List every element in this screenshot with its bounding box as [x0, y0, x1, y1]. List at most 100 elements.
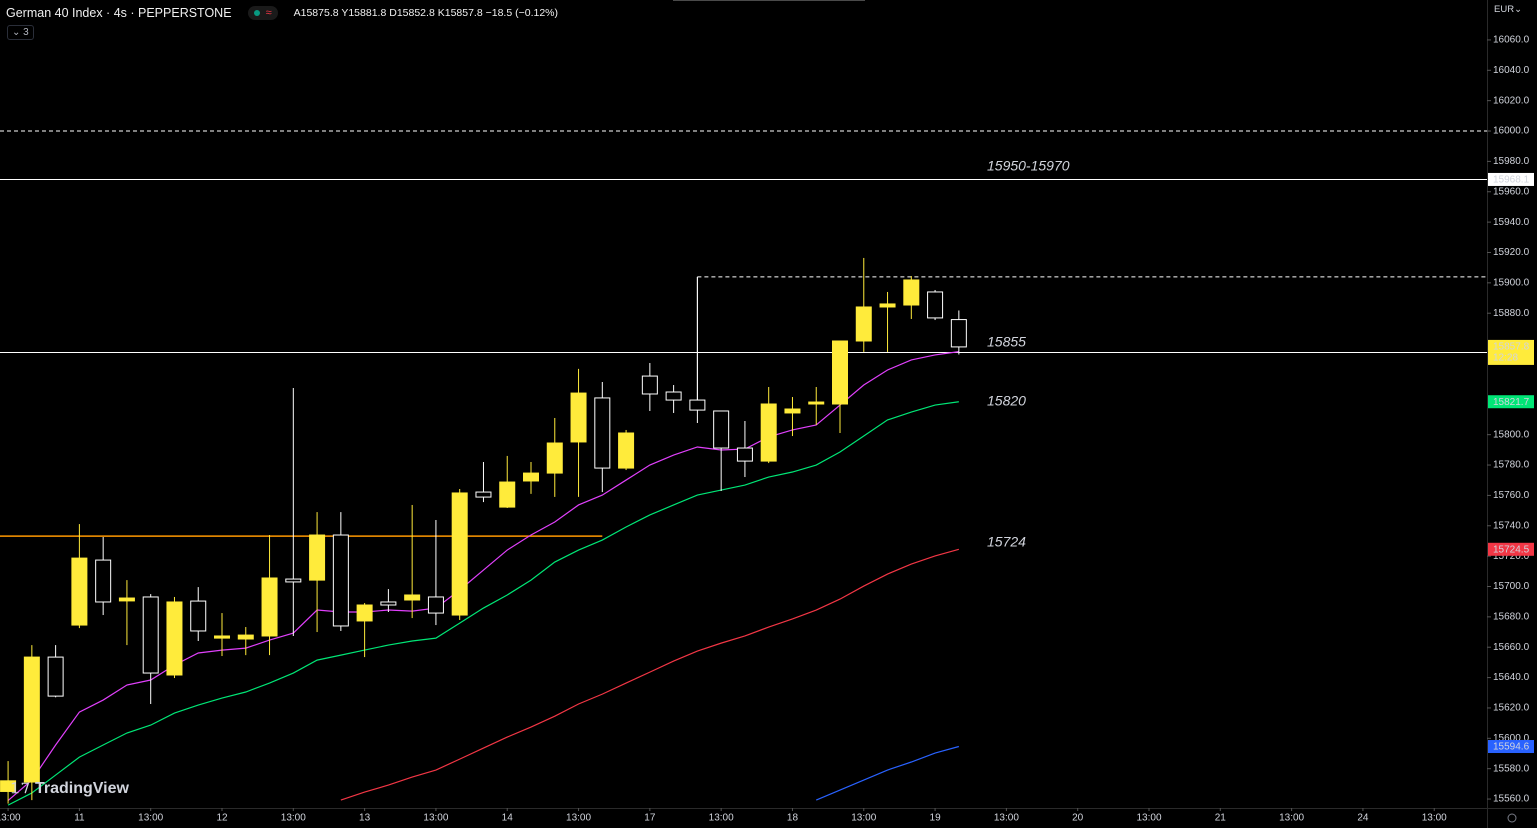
annotation: 15855: [987, 334, 1026, 350]
ohlc-value: 15857.8: [444, 7, 483, 19]
candle-body: [950, 319, 967, 348]
countdown: 12:28: [1493, 353, 1518, 364]
y-tick-label: 15980.0: [1493, 156, 1530, 167]
candle-body: [166, 601, 183, 676]
line-tag: 15968.1: [1493, 175, 1530, 186]
candle-body: [499, 481, 516, 508]
x-tick-label: 13:00: [709, 813, 734, 824]
annotation: 15724: [987, 534, 1026, 550]
indicator-count: 3: [23, 27, 29, 38]
y-tick-label: 15600.0: [1493, 733, 1530, 744]
y-tick-label: 15900.0: [1493, 277, 1530, 288]
y-tick-label: 16060.0: [1493, 35, 1530, 46]
candle-body: [689, 399, 706, 411]
x-tick-label: 17: [644, 813, 656, 824]
x-tick-label: 13:00: [423, 813, 448, 824]
brand-name: TradingView: [35, 780, 129, 797]
top-handle: [673, 0, 865, 1]
line-tag-bg: [1488, 172, 1534, 186]
y-tick-label: 15960.0: [1493, 186, 1530, 197]
x-tick-label: 13:00: [281, 813, 306, 824]
y-tick-label: 15700.0: [1493, 581, 1530, 592]
series-tag-bg: [1488, 395, 1534, 409]
candle-body: [380, 601, 397, 606]
candle-body: [0, 780, 17, 792]
y-tick-label: 15800.0: [1493, 429, 1530, 440]
x-tick-label: 13:00: [994, 813, 1019, 824]
settings-icon[interactable]: [1507, 813, 1517, 823]
price-tag-bg: [1488, 339, 1534, 365]
x-tick-label: 11: [74, 813, 85, 824]
x-tick-label: 13: [359, 813, 371, 824]
y-tick-label: 15580.0: [1493, 763, 1530, 774]
y-tick-label: 15640.0: [1493, 672, 1530, 683]
candle-body: [142, 596, 159, 674]
series-tag-bg: [1488, 542, 1534, 556]
candle-body: [927, 291, 944, 319]
candle-body: [309, 534, 326, 581]
x-tick-label: 24: [1357, 813, 1369, 824]
change: −18.5 (−0.12%): [485, 7, 559, 19]
ohlc: A15875.8 Y15881.8 D15852.8 K15857.8 −18.…: [294, 7, 558, 19]
candle-body: [332, 534, 349, 627]
candle-body: [903, 279, 920, 306]
x-tick-label: 18: [787, 813, 799, 824]
candle-body: [879, 303, 896, 308]
x-tick-label: 21: [1215, 813, 1227, 824]
series-tag: 15594.6: [1493, 742, 1530, 753]
price-tag: 15857.8: [1493, 342, 1530, 353]
candle-body: [713, 410, 730, 449]
candle-body: [95, 559, 112, 603]
candle-body: [832, 340, 849, 405]
status-icon: ≈: [265, 7, 272, 19]
x-tick-label: 13:00: [1422, 813, 1447, 824]
currency-label: EUR: [1494, 4, 1515, 15]
symbol: German 40 Index · 4s · PEPPERSTONE: [6, 6, 232, 20]
x-tick-label: 13:00: [0, 813, 21, 824]
y-tick-label: 16000.0: [1493, 126, 1530, 137]
candle-body: [190, 600, 207, 632]
indicators-toggle[interactable]: ⌄ 3: [7, 25, 34, 40]
y-tick-label: 15720.0: [1493, 551, 1530, 562]
currency[interactable]: EUR⌄: [1494, 4, 1523, 15]
ohlc-value: 15852.8: [396, 7, 435, 19]
x-tick-label: 12: [216, 813, 228, 824]
y-tick-label: 15680.0: [1493, 611, 1530, 622]
candle-body: [356, 604, 373, 622]
candle-body: [855, 306, 872, 342]
x-tick-label: 13:00: [138, 813, 163, 824]
candle-body: [23, 656, 40, 783]
y-tick-label: 15740.0: [1493, 520, 1530, 531]
ohlc-label: D: [389, 7, 397, 19]
status[interactable]: ≈: [247, 6, 278, 20]
x-tick-label: 19: [930, 813, 942, 824]
y-tick-label: 16040.0: [1493, 65, 1530, 76]
candle-body: [570, 392, 587, 443]
candle-body: [618, 432, 635, 469]
y-tick-label: 15920.0: [1493, 247, 1530, 258]
status-dot: [253, 10, 260, 16]
candle-body: [451, 492, 468, 616]
ohlc-value: 15881.8: [348, 7, 387, 19]
y-tick-label: 15940.0: [1493, 217, 1530, 228]
ohlc-label: Y: [341, 7, 349, 19]
candle-body: [523, 472, 540, 482]
candle-body: [261, 577, 278, 637]
moving-average: [340, 548, 960, 801]
annotation: 15820: [987, 393, 1026, 409]
candle-body: [546, 442, 563, 474]
ohlc-value: 15875.8: [300, 7, 339, 19]
candle-body: [118, 597, 135, 602]
candle-body: [665, 391, 682, 401]
candle-body: [47, 656, 64, 697]
y-tick-label: 15760.0: [1493, 490, 1530, 501]
candle-body: [214, 635, 231, 639]
x-tick-label: 13:00: [1279, 813, 1304, 824]
x-tick-label: 13:00: [566, 813, 591, 824]
annotation: 15950-15970: [987, 158, 1070, 174]
y-tick-label: 15780.0: [1493, 460, 1530, 471]
x-tick-label: 20: [1072, 813, 1084, 824]
candle-body: [641, 375, 658, 395]
